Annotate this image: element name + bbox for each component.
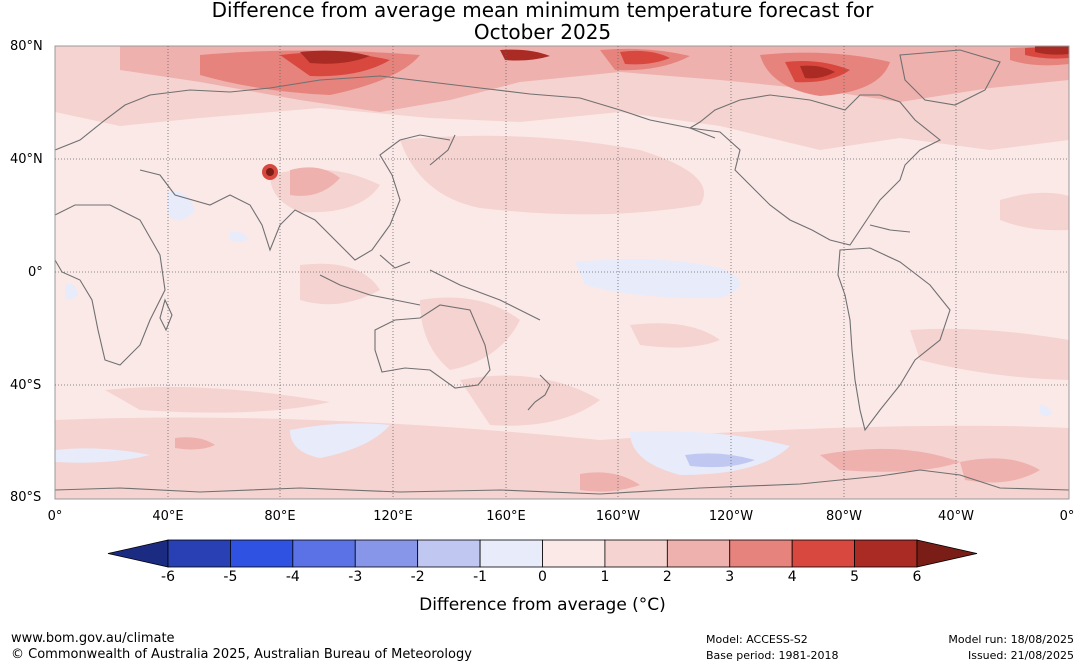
footer-base-period: Base period: 1981-2018 xyxy=(706,649,839,662)
lon-label-160e: 160°E xyxy=(486,509,526,524)
colorbar-cell xyxy=(417,539,481,568)
footer-copyright: © Commonwealth of Australia 2025, Austra… xyxy=(11,647,472,662)
lat-label-40n: 40°N xyxy=(10,152,43,167)
colorbar-tick-label: 5 xyxy=(850,569,860,585)
lon-label-120e: 120°E xyxy=(373,509,413,524)
colorbar-tick-label: -1 xyxy=(473,569,488,585)
anomaly-light-red xyxy=(55,46,1069,499)
lat-label-80s: 80°S xyxy=(10,490,42,505)
chart-title-line-1: Difference from average mean minimum tem… xyxy=(211,0,874,22)
colorbar-cell xyxy=(542,539,606,568)
colorbar-tick-label: 6 xyxy=(912,569,922,585)
gridlines xyxy=(55,46,1069,499)
chart-title-line-2: October 2025 xyxy=(473,20,612,44)
forecast-map xyxy=(54,45,1070,500)
colorbar-cell xyxy=(354,539,419,568)
colorbar-tick-label: 0 xyxy=(538,569,547,585)
colorbar-cell xyxy=(729,539,793,568)
anomaly-light-blue xyxy=(55,191,1052,475)
coastlines xyxy=(54,49,1070,495)
colorbar-tick-label: -5 xyxy=(223,569,238,585)
colorbar-extend-low xyxy=(107,539,169,568)
colorbar-tick-label: -3 xyxy=(348,569,363,585)
colorbar-tick-label: -6 xyxy=(161,569,175,585)
colorbar-extend-high xyxy=(916,539,978,568)
anomaly-hotspot xyxy=(266,168,274,176)
lon-label-40w: 40°W xyxy=(938,509,974,524)
lat-label-equator: 0° xyxy=(28,265,43,280)
colorbar-cell xyxy=(292,539,356,568)
footer-issued: Issued: 21/08/2025 xyxy=(967,649,1074,662)
colorbar-cell xyxy=(230,539,294,568)
colorbar-tick-label: 4 xyxy=(787,569,797,585)
anomaly-dark-red xyxy=(300,46,1069,79)
footer-model: Model: ACCESS-S2 xyxy=(706,633,808,646)
colorbar-cell xyxy=(666,539,731,568)
colorbar-cell xyxy=(791,539,855,568)
footer-model-run: Model run: 18/08/2025 xyxy=(948,633,1074,646)
lon-label-120w: 120°W xyxy=(708,509,754,524)
colorbar-tick-label: -2 xyxy=(410,569,425,585)
lon-label-40e: 40°E xyxy=(152,509,184,524)
colorbar-tick-label: 3 xyxy=(725,569,735,585)
anomaly-mid-blue xyxy=(685,453,755,468)
colorbar-tick-label: 1 xyxy=(600,569,610,585)
lon-label-80w: 80°W xyxy=(826,509,862,524)
lon-label-0-right: 0° xyxy=(1059,509,1075,524)
lat-label-40s: 40°S xyxy=(10,378,42,393)
lat-label-80n: 80°N xyxy=(10,39,43,54)
colorbar-cell xyxy=(604,539,668,568)
colorbar-cell xyxy=(167,539,231,568)
colorbar-cell xyxy=(479,539,543,568)
lon-label-0-left: 0° xyxy=(47,509,63,524)
lon-label-160w: 160°W xyxy=(595,509,641,524)
colorbar-tick-label: -4 xyxy=(285,569,300,585)
colorbar xyxy=(107,539,978,568)
lon-label-80e: 80°E xyxy=(264,509,296,524)
map-frame xyxy=(54,45,1070,500)
colorbar-tick-label: 2 xyxy=(662,569,672,585)
colorbar-label: Difference from average (°C) xyxy=(419,595,666,615)
footer-url: www.bom.gov.au/climate xyxy=(11,631,175,646)
colorbar-cell xyxy=(854,539,918,568)
